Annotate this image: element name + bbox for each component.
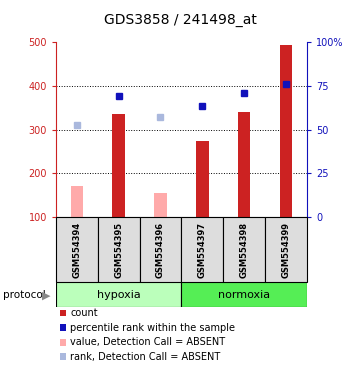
Text: GSM554395: GSM554395 (114, 222, 123, 278)
Text: normoxia: normoxia (218, 290, 270, 300)
Bar (71, 186, 83, 217)
Text: ▶: ▶ (42, 291, 51, 301)
Bar (181, 282, 307, 307)
Bar (56, 282, 181, 307)
Text: GSM554396: GSM554396 (156, 222, 165, 278)
Bar (56, 217, 98, 282)
Bar (140, 217, 181, 282)
Text: protocol: protocol (3, 290, 45, 300)
Bar (238, 112, 251, 217)
Bar (280, 45, 292, 217)
Text: hypoxia: hypoxia (97, 290, 140, 300)
Text: GSM554398: GSM554398 (240, 222, 249, 278)
Bar (154, 193, 167, 217)
Bar (112, 114, 125, 217)
Text: GSM554399: GSM554399 (282, 222, 291, 278)
Text: rank, Detection Call = ABSENT: rank, Detection Call = ABSENT (70, 352, 221, 362)
Text: GSM554394: GSM554394 (72, 222, 81, 278)
Text: GSM554397: GSM554397 (198, 222, 207, 278)
Bar (181, 217, 223, 282)
Text: GDS3858 / 241498_at: GDS3858 / 241498_at (104, 13, 257, 27)
Text: count: count (70, 308, 98, 318)
Bar (196, 141, 209, 217)
Bar (98, 217, 140, 282)
Bar (265, 217, 307, 282)
Bar (223, 217, 265, 282)
Text: value, Detection Call = ABSENT: value, Detection Call = ABSENT (70, 337, 226, 347)
Text: percentile rank within the sample: percentile rank within the sample (70, 323, 235, 333)
